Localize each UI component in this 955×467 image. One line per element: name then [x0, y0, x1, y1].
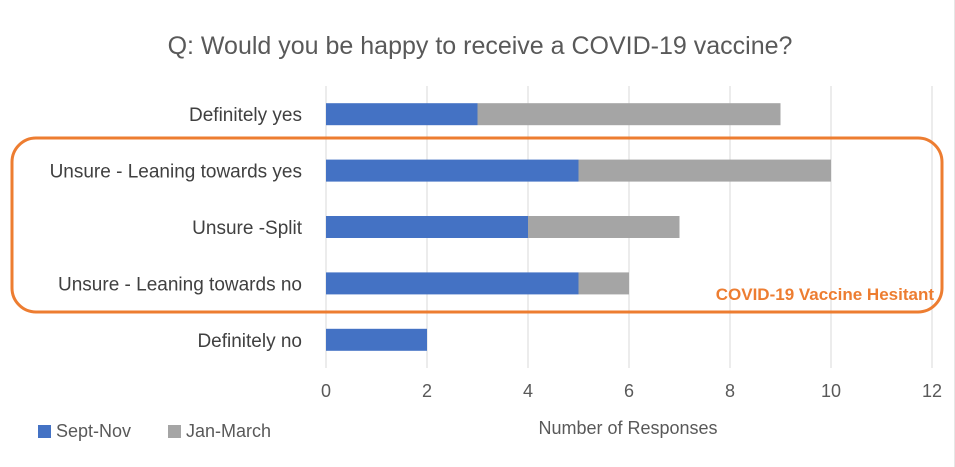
x-tick-label: 8 — [725, 381, 735, 401]
legend-label: Sept-Nov — [56, 421, 131, 441]
x-tick-label: 10 — [821, 381, 841, 401]
x-tick-label: 4 — [523, 381, 533, 401]
category-labels: Definitely yes Unsure - Leaning towards y… — [50, 105, 303, 352]
bar-jan-march — [578, 159, 831, 182]
x-tick-label: 0 — [321, 381, 331, 401]
category-label: Unsure - Leaning towards no — [58, 274, 302, 295]
bar-jan-march — [477, 103, 781, 126]
bar-jan-march — [578, 272, 629, 295]
x-tick-label: 6 — [624, 381, 634, 401]
hesitant-group-outline — [10, 136, 944, 314]
category-label: Definitely no — [197, 331, 302, 352]
bar-sept-nov — [326, 159, 579, 182]
legend-swatch-sept-nov — [38, 425, 51, 438]
x-tick-labels: 0 2 4 6 8 10 12 — [321, 381, 942, 401]
legend-swatch-jan-march — [168, 425, 181, 438]
legend: Sept-Nov Jan-March — [38, 421, 271, 441]
x-tick-label: 12 — [922, 381, 942, 401]
x-axis-label: Number of Responses — [538, 418, 717, 438]
x-tick-label: 2 — [422, 381, 432, 401]
category-label: Unsure -Split — [192, 218, 303, 239]
legend-label: Jan-March — [186, 421, 271, 441]
bars — [326, 103, 831, 351]
hesitant-annotation-label: COVID-19 Vaccine Hesitant — [716, 285, 935, 304]
category-label: Unsure - Leaning towards yes — [50, 162, 302, 183]
bar-sept-nov — [326, 103, 478, 126]
bar-sept-nov — [326, 328, 427, 351]
bar-sept-nov — [326, 272, 579, 295]
category-label: Definitely yes — [189, 105, 302, 126]
chart-title: Q: Would you be happy to receive a COVID… — [168, 32, 793, 60]
hesitant-annotation: COVID-19 Vaccine Hesitant — [10, 136, 944, 314]
bar-sept-nov — [326, 216, 528, 238]
bar-jan-march — [528, 216, 680, 238]
